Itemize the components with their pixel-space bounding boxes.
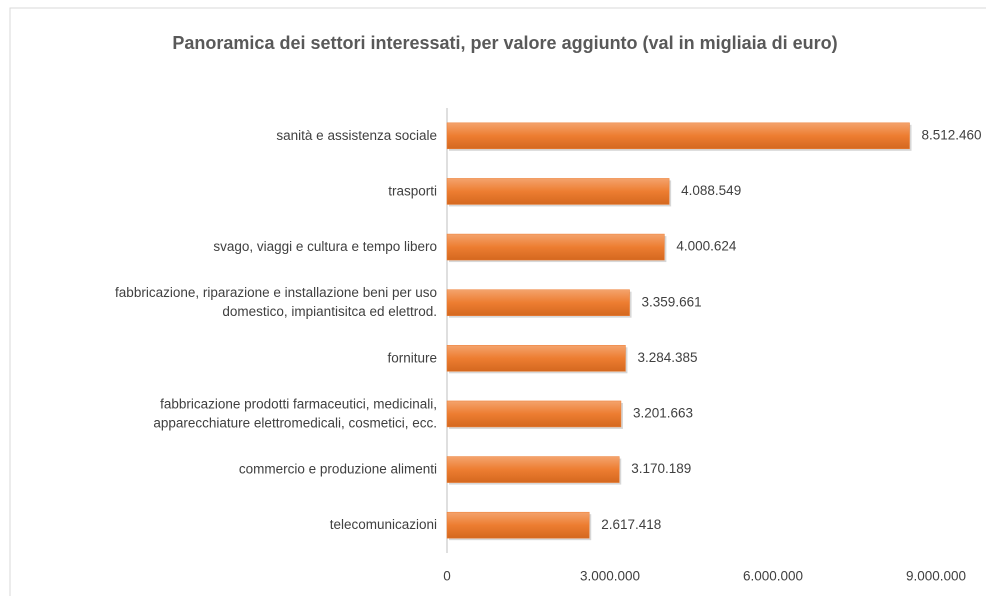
bar bbox=[446, 511, 590, 539]
category-label: trasporti bbox=[388, 183, 437, 198]
bar bbox=[446, 345, 626, 372]
x-tick-label: 9.000.000 bbox=[906, 569, 966, 584]
value-label: 3.170.189 bbox=[631, 461, 691, 476]
value-label: 3.201.663 bbox=[633, 406, 693, 421]
bar bbox=[446, 233, 665, 261]
category-label: telecomunicazioni bbox=[330, 517, 437, 532]
value-label: 8.512.460 bbox=[922, 127, 982, 142]
x-tick-label: 6.000.000 bbox=[743, 569, 803, 584]
category-label: svago, viaggi e cultura e tempo libero bbox=[213, 239, 437, 254]
category-label-line: forniture bbox=[387, 350, 437, 365]
category-label-line: commercio e produzione alimenti bbox=[239, 461, 437, 476]
category-label: fabbricazione, riparazione e installazio… bbox=[115, 285, 437, 319]
value-label: 4.088.549 bbox=[681, 183, 741, 198]
bar bbox=[446, 289, 630, 316]
category-label-line: trasporti bbox=[388, 183, 437, 198]
chart-frame bbox=[9, 7, 986, 596]
x-tick-label: 0 bbox=[443, 569, 451, 584]
category-label-line: fabbricazione, riparazione e installazio… bbox=[115, 285, 437, 300]
category-label-line: telecomunicazioni bbox=[330, 517, 437, 532]
x-tick-label: 3.000.000 bbox=[580, 569, 640, 584]
bar bbox=[446, 456, 620, 483]
category-label-line: apparecchiature elettromedicali, cosmeti… bbox=[153, 415, 437, 430]
category-label: forniture bbox=[387, 350, 437, 365]
category-label: commercio e produzione alimenti bbox=[239, 461, 437, 476]
category-label-line: sanità e assistenza sociale bbox=[276, 127, 437, 142]
chart-title: Panoramica dei settori interessati, per … bbox=[172, 33, 838, 53]
bar bbox=[446, 178, 670, 205]
category-label-line: svago, viaggi e cultura e tempo libero bbox=[213, 239, 437, 254]
value-label: 4.000.624 bbox=[676, 239, 737, 254]
category-label: fabbricazione prodotti farmaceutici, med… bbox=[153, 396, 437, 430]
category-label: sanità e assistenza sociale bbox=[276, 127, 437, 142]
category-label-line: fabbricazione prodotti farmaceutici, med… bbox=[160, 396, 437, 411]
value-label: 3.284.385 bbox=[637, 350, 697, 365]
value-label: 2.617.418 bbox=[601, 517, 661, 532]
bar bbox=[446, 400, 622, 428]
bar bbox=[446, 122, 910, 150]
value-label: 3.359.661 bbox=[642, 294, 702, 309]
category-label-line: domestico, impiantisitca ed elettrod. bbox=[222, 304, 437, 319]
